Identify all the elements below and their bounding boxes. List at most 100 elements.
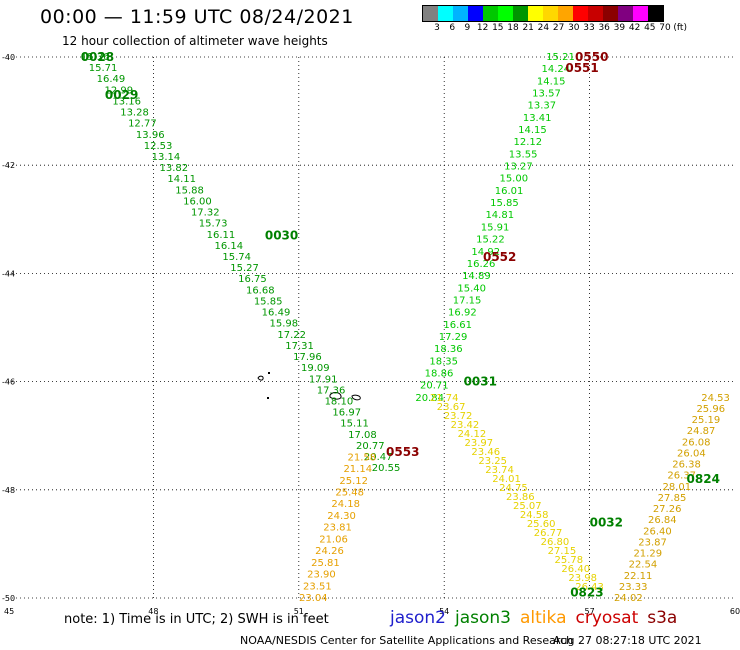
wave-height-value: 24.75 xyxy=(499,483,528,494)
wave-height-value: 18.36 xyxy=(434,344,463,355)
legend-swatch xyxy=(573,6,588,21)
track-jason3-ascending: 15.2114.2414.1513.5713.3713.4114.1512.12… xyxy=(415,52,575,404)
wave-height-value: 24.02 xyxy=(614,593,643,604)
wave-height-value: 15.21 xyxy=(546,52,575,63)
wave-height-value: 15.71 xyxy=(89,63,118,74)
page-title: 00:00 — 11:59 UTC 08/24/2021 xyxy=(40,6,354,28)
lat-tick-label: -42 xyxy=(2,161,15,170)
lat-tick-label: -50 xyxy=(2,594,15,603)
wave-height-value: 19.09 xyxy=(301,363,330,374)
wave-height-value: 26.84 xyxy=(648,515,677,526)
footer-note: note: 1) Time is in UTC; 2) SWH is in fe… xyxy=(64,612,329,627)
pass-time-label: 0552 xyxy=(483,250,516,264)
lat-tick-label: -40 xyxy=(2,53,15,62)
wave-height-value: 23.51 xyxy=(303,581,332,592)
legend-label: 33 xyxy=(583,23,595,33)
lon-tick-label: 57 xyxy=(585,607,595,616)
wave-height-value: 26.80 xyxy=(541,537,570,548)
wave-height-value: 24.30 xyxy=(327,511,356,522)
lon-tick-label: 54 xyxy=(439,607,449,616)
legend-swatch xyxy=(468,6,483,21)
wave-height-value: 23.33 xyxy=(619,582,648,593)
wave-height-value: 23.04 xyxy=(299,593,328,604)
wave-height-value: 18.86 xyxy=(425,368,454,379)
wave-height-value: 14.11 xyxy=(167,174,196,185)
wave-height-value: 23.42 xyxy=(451,420,480,431)
lon-tick-label: 48 xyxy=(148,607,158,616)
wave-height-value: 25.19 xyxy=(692,415,721,426)
pass-time-label: 0032 xyxy=(590,515,623,529)
wave-height-value: 12.12 xyxy=(513,137,542,148)
pass-time-label: 0031 xyxy=(464,375,497,389)
lat-tick-label: -46 xyxy=(2,378,15,387)
wave-height-value: 13.55 xyxy=(509,149,538,160)
legend-label: 15 xyxy=(492,23,504,33)
axis-tick-labels: 45 48 51 54 57 60 -40 -42 -44 -46 -48 -50 xyxy=(2,53,740,616)
wave-height-value: 13.82 xyxy=(160,163,189,174)
wave-height-value: 25.78 xyxy=(555,555,584,566)
track-altika-descending: 21.7423.6723.7223.4224.1223.9723.4623.25… xyxy=(430,393,604,593)
lon-tick-label: 60 xyxy=(730,607,740,616)
wave-height-value: 17.29 xyxy=(439,332,468,343)
wave-height-value: 24.87 xyxy=(687,426,716,437)
wave-height-value: 15.22 xyxy=(476,235,505,246)
wave-height-value: 24.12 xyxy=(458,429,487,440)
wave-height-value: 23.97 xyxy=(464,438,493,449)
wave-height-value: 24.01 xyxy=(492,474,521,485)
island-outlines xyxy=(257,372,361,401)
legend-label: 6 xyxy=(449,23,456,33)
wave-height-value: 16.11 xyxy=(207,230,236,241)
legend-label: 39 xyxy=(613,23,626,33)
legend-label: 12 xyxy=(476,23,489,33)
wave-height-value: 24.53 xyxy=(701,393,730,404)
wave-height-value: 12.53 xyxy=(144,141,173,152)
pass-time-label: 0824 xyxy=(687,472,720,486)
wave-height-value: 23.74 xyxy=(485,465,514,476)
pass-time-label: 0823 xyxy=(570,586,603,600)
wave-height-value: 12.99 xyxy=(104,85,133,96)
wave-height-value: 21.14 xyxy=(343,464,372,475)
legend-label: 3 xyxy=(434,23,440,33)
island-dot xyxy=(267,397,269,399)
wave-height-value: 17.31 xyxy=(285,341,314,352)
wave-height-value: 21.58 xyxy=(347,452,376,463)
legend-swatch xyxy=(423,6,438,21)
legend-swatch xyxy=(438,6,453,21)
wave-height-value: 23.25 xyxy=(478,456,507,467)
wave-height-value: 21.74 xyxy=(430,393,459,404)
wave-height-value: 16.00 xyxy=(183,196,212,207)
wave-height-value: 27.26 xyxy=(653,504,682,515)
wave-height-value: 13.28 xyxy=(120,108,149,119)
generated-timestamp: Aug 27 08:27:18 UTC 2021 xyxy=(553,634,702,647)
wave-height-value: 23.81 xyxy=(323,523,352,534)
pass-time-label: 0029 xyxy=(105,88,138,102)
lat-tick-label: -44 xyxy=(2,269,15,278)
wave-height-value: 14.81 xyxy=(485,210,514,221)
wave-height-value: 26.08 xyxy=(682,437,711,448)
wave-height-value: 24.26 xyxy=(315,546,344,557)
pass-time-label: 0550 xyxy=(575,50,608,64)
wave-height-value: 17.32 xyxy=(191,208,220,219)
satellite-name-jason2: jason2 xyxy=(390,608,446,628)
legend-label: 18 xyxy=(507,23,519,33)
wave-height-value: 13.96 xyxy=(136,130,165,141)
wave-height-value: 15.36 xyxy=(81,52,110,63)
pass-time-label: 0030 xyxy=(265,229,298,243)
legend-swatch xyxy=(483,6,498,21)
wave-height-value: 23.46 xyxy=(471,447,500,458)
wave-height-value: 13.41 xyxy=(523,113,552,124)
wave-height-value: 16.75 xyxy=(238,274,267,285)
credit-text: NOAA/NESDIS Center for Satellite Applica… xyxy=(240,634,574,647)
wave-height-value: 16.92 xyxy=(448,308,477,319)
wave-height-value: 21.29 xyxy=(633,549,662,560)
wave-height-value: 14.24 xyxy=(542,64,571,75)
island-outline xyxy=(351,394,361,401)
wave-height-value: 20.47 xyxy=(364,452,393,463)
wave-height-value: 15.11 xyxy=(340,419,369,430)
wave-height-value: 15.88 xyxy=(175,185,204,196)
wave-height-value: 17.96 xyxy=(293,352,322,363)
wave-height-value: 17.22 xyxy=(277,330,306,341)
legend-swatch xyxy=(618,6,633,21)
